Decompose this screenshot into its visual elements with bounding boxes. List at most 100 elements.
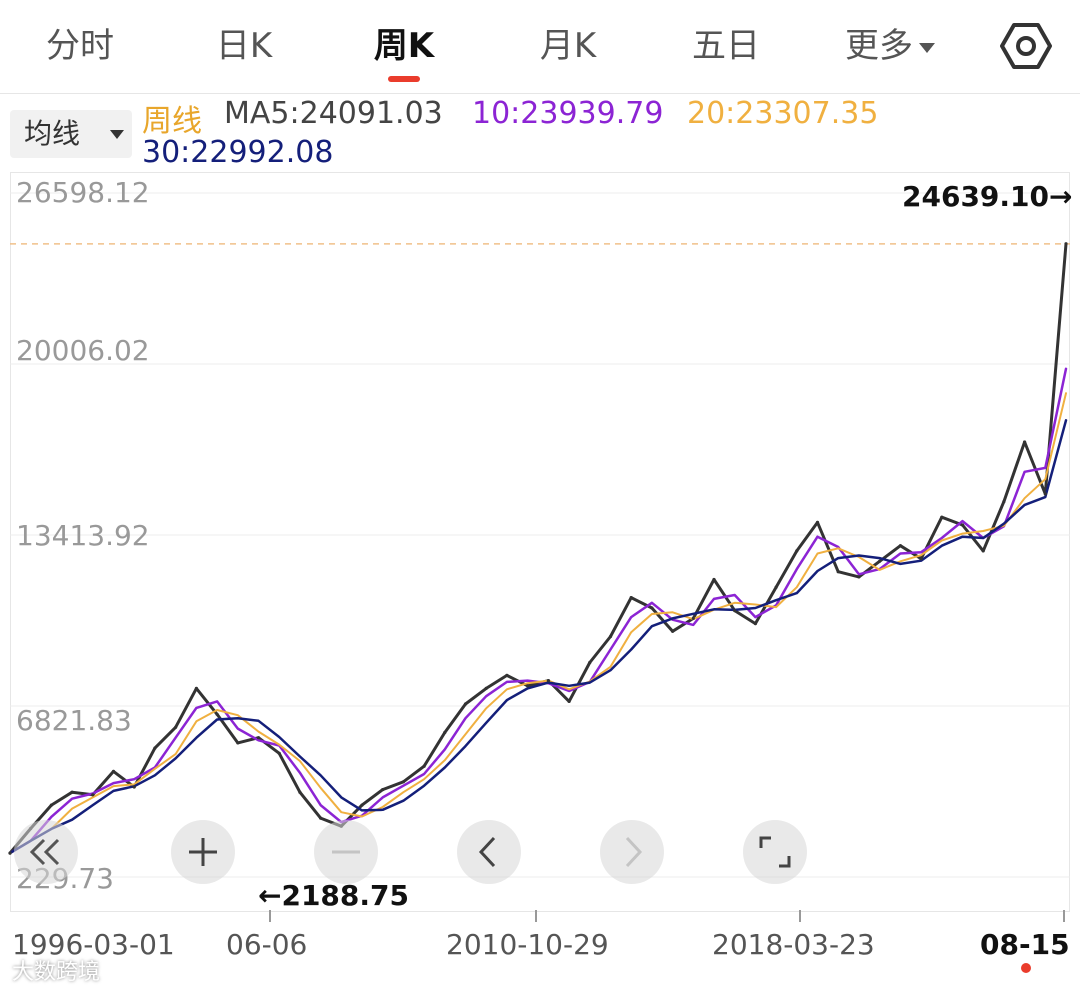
price-point xyxy=(1002,500,1006,504)
fullscreen-button[interactable] xyxy=(743,820,807,884)
price-point xyxy=(70,790,74,794)
x-tick-label: 1996-03-01 xyxy=(12,928,175,961)
hexagon-gear-icon[interactable] xyxy=(998,18,1054,74)
price-point xyxy=(650,606,654,610)
zoom-out-icon xyxy=(332,850,360,854)
zoom-in-icon xyxy=(189,838,217,866)
tab-more-label: 更多 xyxy=(845,26,913,66)
tab-weekly-k-label: 周K xyxy=(373,26,435,66)
next-button[interactable] xyxy=(600,820,664,884)
tab-intraday[interactable]: 分时 xyxy=(10,22,150,70)
price-point xyxy=(567,699,571,704)
tab-five-day[interactable]: 五日 xyxy=(656,22,796,70)
price-point xyxy=(898,544,903,548)
price-point xyxy=(733,609,737,613)
price-point xyxy=(691,616,695,621)
price-point xyxy=(111,769,116,774)
series-line-ma20 xyxy=(9,392,1067,855)
price-point xyxy=(546,679,551,683)
tab-monthly-k-label: 月K xyxy=(539,26,597,66)
price-point xyxy=(753,622,758,626)
legend-ma20: 20:23307.35 xyxy=(687,96,879,131)
tab-daily-k-label: 日K xyxy=(215,26,273,66)
price-point xyxy=(671,629,675,633)
price-point xyxy=(526,684,530,688)
prev-icon xyxy=(478,836,496,868)
price-point xyxy=(960,523,965,527)
min-value-label: ←2188.75 xyxy=(258,879,409,912)
price-point xyxy=(236,741,240,745)
prev-button[interactable] xyxy=(457,820,521,884)
x-tick-label: 2018-03-23 xyxy=(712,928,875,961)
scroll-left-button[interactable] xyxy=(14,820,78,884)
series-line-price xyxy=(8,242,1068,855)
price-point xyxy=(194,686,198,691)
price-point xyxy=(836,570,840,574)
tab-intraday-label: 分时 xyxy=(46,26,114,66)
y-tick-label: 6821.83 xyxy=(16,704,132,737)
legend-period: 周线 xyxy=(142,104,202,139)
caret-down-icon xyxy=(110,130,124,139)
price-point xyxy=(857,575,861,579)
tab-more[interactable]: 更多 xyxy=(820,22,960,70)
tab-weekly-k[interactable]: 周K xyxy=(334,22,474,82)
price-point xyxy=(8,851,12,855)
legend-ma5: MA5:24091.03 xyxy=(224,96,443,131)
x-tick-label: 2010-10-29 xyxy=(446,928,609,961)
price-point xyxy=(629,596,633,600)
price-point xyxy=(795,549,799,553)
price-point xyxy=(815,520,820,525)
fullscreen-icon xyxy=(759,836,791,868)
ma-selector-dropdown[interactable]: 均线 xyxy=(10,110,132,158)
price-point xyxy=(401,780,405,784)
zoom-out-button[interactable] xyxy=(314,820,378,884)
tab-monthly-k[interactable]: 月K xyxy=(498,22,638,70)
price-point xyxy=(1064,242,1068,246)
price-point xyxy=(484,686,488,691)
price-point xyxy=(422,764,426,768)
chart-frame[interactable] xyxy=(10,172,1070,912)
legend-ma10: 10:23939.79 xyxy=(472,96,664,131)
price-point xyxy=(319,816,323,820)
ma-selector-label: 均线 xyxy=(24,117,81,150)
price-point xyxy=(505,673,509,678)
price-point xyxy=(298,790,302,794)
tab-daily-k[interactable]: 日K xyxy=(174,22,314,70)
tab-five-day-label: 五日 xyxy=(692,26,760,66)
y-tick-label: 20006.02 xyxy=(16,334,150,367)
price-point xyxy=(940,515,944,519)
x-tick-label-latest: 08-15 xyxy=(980,928,1070,961)
price-point xyxy=(981,549,985,553)
price-point xyxy=(91,793,95,797)
next-icon xyxy=(625,836,643,868)
period-tab-bar: 分时 日K 周K 月K 五日 更多 xyxy=(0,0,1080,94)
price-point xyxy=(174,725,178,729)
price-point xyxy=(360,803,364,807)
price-point xyxy=(277,751,281,755)
price-point xyxy=(712,577,716,582)
x-tick-label: 06-06 xyxy=(226,928,308,961)
zoom-in-button[interactable] xyxy=(171,820,235,884)
price-point xyxy=(215,712,219,716)
price-point xyxy=(49,803,54,807)
series-line-ma30 xyxy=(8,419,1068,855)
series-line-ma10 xyxy=(8,367,1068,855)
price-point xyxy=(381,788,385,792)
price-point xyxy=(153,746,157,750)
price-point xyxy=(1023,440,1027,444)
price-point xyxy=(463,702,468,706)
price-point xyxy=(774,585,778,589)
price-point xyxy=(919,557,923,561)
legend-ma30: 30:22992.08 xyxy=(142,135,334,170)
scroll-left-icon xyxy=(29,838,60,866)
latest-indicator-dot xyxy=(1021,963,1031,973)
price-point xyxy=(588,660,592,665)
max-value-label: 24639.10→ xyxy=(902,180,1073,213)
y-tick-label: 26598.12 xyxy=(16,176,150,209)
watermark: 大数跨境 xyxy=(12,960,101,985)
price-point xyxy=(443,730,447,735)
price-point xyxy=(608,634,613,639)
price-point xyxy=(1043,492,1047,496)
price-point xyxy=(878,559,882,563)
